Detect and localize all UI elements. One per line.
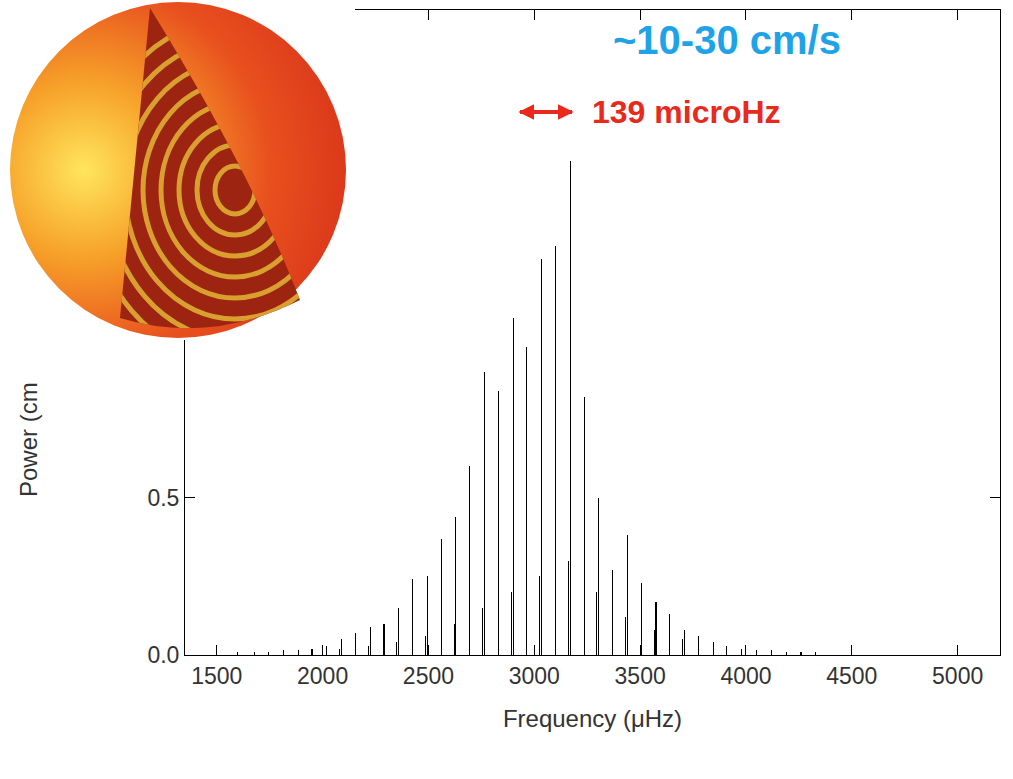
svg-text:4000: 4000 <box>720 663 771 689</box>
svg-text:139 microHz: 139 microHz <box>592 94 781 130</box>
svg-text:3000: 3000 <box>509 663 560 689</box>
svg-text:0.0: 0.0 <box>147 642 179 668</box>
svg-text:~10-30 cm/s: ~10-30 cm/s <box>613 18 841 62</box>
svg-text:4500: 4500 <box>826 663 877 689</box>
svg-text:1500: 1500 <box>191 663 242 689</box>
svg-text:0.5: 0.5 <box>147 485 179 511</box>
svg-text:5000: 5000 <box>932 663 983 689</box>
svg-text:Frequency (μHz): Frequency (μHz) <box>503 705 682 732</box>
svg-text:2000: 2000 <box>297 663 348 689</box>
svg-text:3500: 3500 <box>615 663 666 689</box>
svg-text:2500: 2500 <box>403 663 454 689</box>
svg-text:Power (cm: Power (cm <box>15 382 42 497</box>
